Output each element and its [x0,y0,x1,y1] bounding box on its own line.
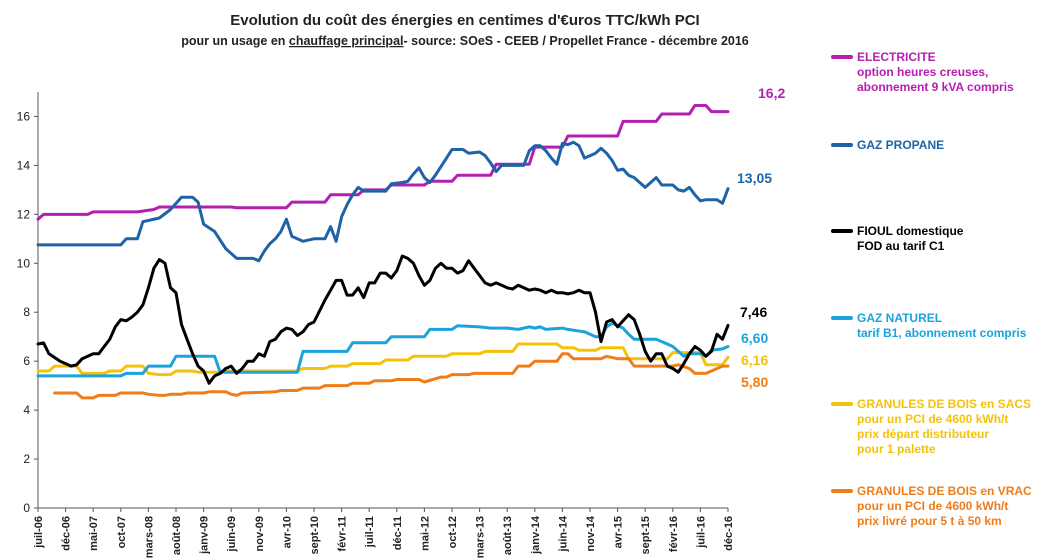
x-tick-label: déc-11 [392,516,404,550]
y-tick-label: 4 [23,403,30,417]
chart-subtitle: pour un usage en chauffage principal- so… [181,34,749,48]
x-tick-label: janv-09 [199,516,211,555]
x-tick-label: sept-15 [640,516,652,555]
end-labels: 16,2 13,05 7,46 6,60 6,16 5,80 [737,85,785,390]
legend-text-vrac: GRANULES DE BOIS en VRAC [857,484,1032,498]
end-label-elec: 16,2 [758,85,785,101]
y-tick-label: 10 [17,256,31,270]
y-tick-label: 16 [17,109,31,123]
legend-text-vrac: pour un PCI de 4600 kWh/t [857,499,1008,513]
series-line-fioul [36,254,730,385]
series-line-elec [36,104,730,221]
x-tick-label: nov-14 [585,515,597,551]
x-tick-label: mars-08 [143,516,155,558]
x-tick-label: nov-09 [254,516,266,551]
x-tick-label: mai-07 [88,516,100,551]
end-label-gaz: 6,60 [741,330,768,346]
legend-text-sacs: prix départ distributeur [857,427,989,441]
x-tick-label: mars-13 [475,516,487,558]
legend-text-gaz: tarif B1, abonnement compris [857,326,1027,340]
x-tick-label: avr-15 [613,516,625,548]
x-tick-label: janv-14 [530,515,542,555]
x-tick-label: juil-06 [33,516,45,549]
end-label-propane: 13,05 [737,170,772,186]
legend-text-elec: abonnement 9 kVA compris [857,80,1014,94]
x-tick-label: août-08 [171,516,183,555]
axes [37,92,728,509]
x-tick-label: mai-12 [419,516,431,551]
subtitle-suffix: - source: SOeS - CEEB / Propellet France… [404,34,749,48]
legend-text-fioul: FOD au tarif C1 [857,239,945,253]
x-tick-label: févr-11 [337,516,349,551]
x-tick-label: déc-16 [723,516,735,551]
series-line-gaz [36,321,730,378]
y-tick-label: 12 [17,207,31,221]
x-tick-label: août-13 [502,516,514,555]
y-tick-label: 8 [23,305,30,319]
subtitle-prefix: pour un usage en [181,34,289,48]
y-tick-label: 0 [23,501,30,515]
legend-text-propane: GAZ PROPANE [857,138,944,152]
y-tick-label: 6 [23,354,30,368]
chart-title: Evolution du coût des énergies en centim… [230,12,699,29]
x-tick-label: juil-11 [364,516,376,548]
y-tick-label: 14 [17,158,31,172]
legend-text-gaz: GAZ NATUREL [857,311,942,325]
legend-text-sacs: GRANULES DE BOIS en SACS [857,397,1031,411]
end-label-vrac: 5,80 [741,374,768,390]
x-tick-label: avr-10 [281,516,293,548]
subtitle-underlined: chauffage principal [289,34,404,48]
y-tick-label: 2 [23,452,30,466]
x-tick-label: oct-12 [447,516,459,548]
series-lines [36,104,730,400]
series-line-sacs [36,342,730,377]
y-axis-ticks: 0 2 4 6 8 10 12 14 16 [17,109,38,515]
legend-text-sacs: pour 1 palette [857,442,936,456]
legend-text-sacs: pour un PCI de 4600 kWh/t [857,412,1008,426]
x-tick-label: oct-07 [116,516,128,548]
end-label-fioul: 7,46 [740,304,767,320]
x-tick-label: févr-16 [668,516,680,552]
legend-text-vrac: prix livré pour 5 t à 50 km [857,514,1002,528]
end-label-sacs: 6,16 [741,352,768,368]
series-line-vrac [53,352,730,400]
x-tick-label: déc-06 [61,516,73,551]
x-tick-label: sept-10 [309,516,321,555]
series-line-propane [36,140,730,263]
x-tick-label: juin-14 [557,515,569,552]
x-tick-label: juil-16 [695,516,707,549]
legend-text-elec: option heures creuses, [857,65,988,79]
x-axis-ticks: juil-06 déc-06 mai-07 oct-07 mars-08 août-08 j… [33,508,735,558]
legend-text-elec: ELECTRICITE [857,50,936,64]
legend-text-fioul: FIOUL domestique [857,224,964,238]
x-tick-label: juin-09 [226,516,238,552]
